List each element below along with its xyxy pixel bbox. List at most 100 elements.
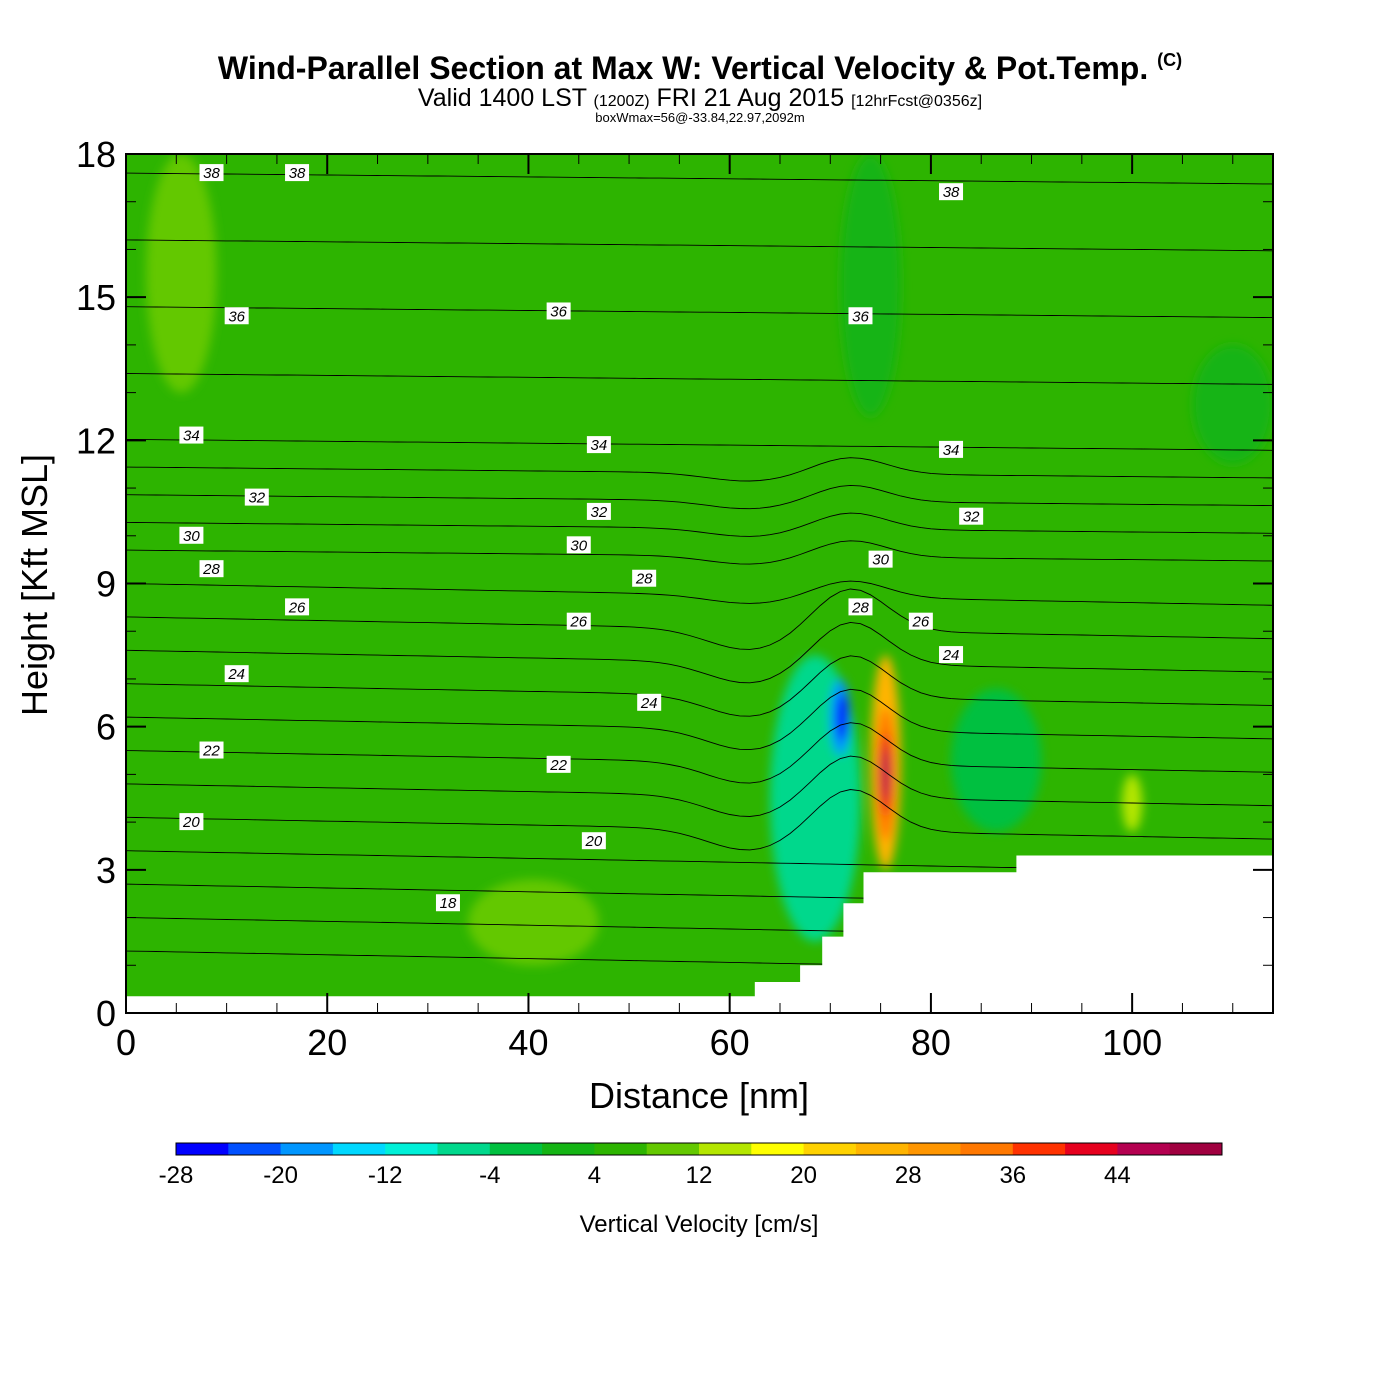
theta-contour-label: 26 [566,612,591,631]
colorbar-swatch [699,1143,752,1155]
colorbar-swatch [1065,1143,1118,1155]
theta-contour-line [126,484,1273,510]
colorbar-tick-label: 44 [1104,1162,1131,1189]
colorbar-swatch [803,1143,857,1155]
colorbar-swatch [385,1143,438,1155]
theta-contour-label: 22 [546,755,571,774]
y-tick-label: 18 [76,134,116,175]
colorbar-tick-label: -28 [159,1162,194,1189]
velocity-blob [146,154,217,393]
contour-label-box [285,598,310,616]
contour-label-box [199,560,224,578]
chart-title-main: Wind-Parallel Section at Max W: Vertical… [217,50,1149,86]
colorbar-swatch [437,1143,491,1155]
contour-label-text: 22 [202,743,220,760]
theta-contour-label: 28 [199,560,224,578]
contour-label-text: 32 [963,509,980,526]
theta-contour-label: 34 [586,436,611,454]
x-axis-ticks: 0 20 40 60 80 100 [116,154,1234,1063]
contour-label-box [637,693,662,711]
contour-label-box [224,307,249,325]
colorbar-swatch [332,1143,386,1155]
chart-title: Wind-Parallel Section at Max W: Vertical… [0,50,1400,87]
theta-contour-line [126,588,1273,650]
contour-label-box [179,426,204,444]
contour-label-box [224,665,249,683]
y-tick-label: 12 [76,420,116,461]
contour-label-text: 28 [635,571,653,588]
theta-contour-label: 20 [179,813,204,831]
theta-contour-label: 30 [566,536,591,554]
theta-contour-label: 32 [959,507,984,526]
colorbar-swatch [1117,1143,1171,1155]
theta-contour-line [126,688,1273,751]
theta-contour-line [126,580,1273,606]
colorbar-swatch [855,1143,909,1155]
colorbar-swatch [228,1143,282,1155]
theta-contour-label: 32 [244,488,269,507]
colorbar-tick-label: -4 [479,1162,500,1189]
theta-contour-label: 36 [848,307,873,325]
velocity-blob [840,154,901,417]
contour-label-text: 36 [550,303,567,320]
colorbar-tick-label: 28 [895,1162,922,1189]
zulu-time: (1200Z) [593,93,650,110]
box-info: boxWmax=56@-33.84,22.97,2092m [595,110,805,125]
colorbar-tick-label: 12 [686,1162,713,1189]
theta-contour-label: 26 [285,598,310,616]
contour-label-text: 22 [549,757,567,774]
valid-time: Valid 1400 LST [417,84,587,112]
theta-contour-label: 30 [179,526,204,545]
theta-contour-line [126,106,1273,117]
velocity-blob [1192,344,1273,465]
contour-label-box [586,436,611,454]
theta-contour-label: 22 [199,741,224,760]
theta-contour-label: 28 [848,598,873,616]
contour-label-box [848,307,873,325]
theta-contour-label: 38 [199,164,224,182]
colorbar-tick-label: 4 [588,1162,601,1189]
theta-contour-label: 34 [179,426,204,445]
colorbar-tick-label: 20 [790,1162,817,1189]
colorbar-swatch [594,1143,648,1155]
contour-label-box [581,832,606,850]
colorbar-tick-label: 36 [999,1162,1026,1189]
colorbar-swatch [489,1143,543,1155]
contour-label-box [199,741,224,759]
theta-contour-line [126,172,1273,185]
x-tick-label: 60 [710,1022,750,1063]
velocity-blob [951,688,1042,832]
colorbar-swatch [646,1143,700,1155]
colorbar-tick-label: -12 [368,1162,403,1189]
colorbar-swatch [176,1143,229,1155]
theta-contour-line [126,457,1273,482]
theta-contour-line [126,621,1273,684]
contour-label-text: 30 [570,537,587,554]
contour-label-box [632,569,657,587]
contour-label-box [566,612,591,630]
x-tick-label: 0 [116,1022,136,1063]
x-tick-label: 80 [911,1022,951,1063]
y-tick-label: 0 [96,993,116,1034]
velocity-blob [468,879,599,966]
contour-label-text: 24 [227,666,245,683]
theta-contour-line [126,789,1273,851]
theta-contour-line [126,655,1273,717]
contour-label-box [285,164,310,182]
contour-label-box [546,302,571,320]
y-tick-label: 6 [96,707,116,748]
theta-contour-label: 24 [637,693,662,712]
contour-label-box [244,488,269,506]
contour-label-text: 32 [591,504,608,521]
y-tick-label: 15 [76,277,116,318]
contour-label-text: 28 [202,561,220,578]
colorbar-swatch [960,1143,1014,1155]
y-tick-label: 9 [96,564,116,605]
copyright-mark: (C) [1157,50,1183,70]
theta-contour-label: 24 [939,646,964,664]
contour-label-box [848,598,873,616]
theta-contour-label: 38 [939,183,964,201]
theta-contour-label: 18 [435,894,460,912]
